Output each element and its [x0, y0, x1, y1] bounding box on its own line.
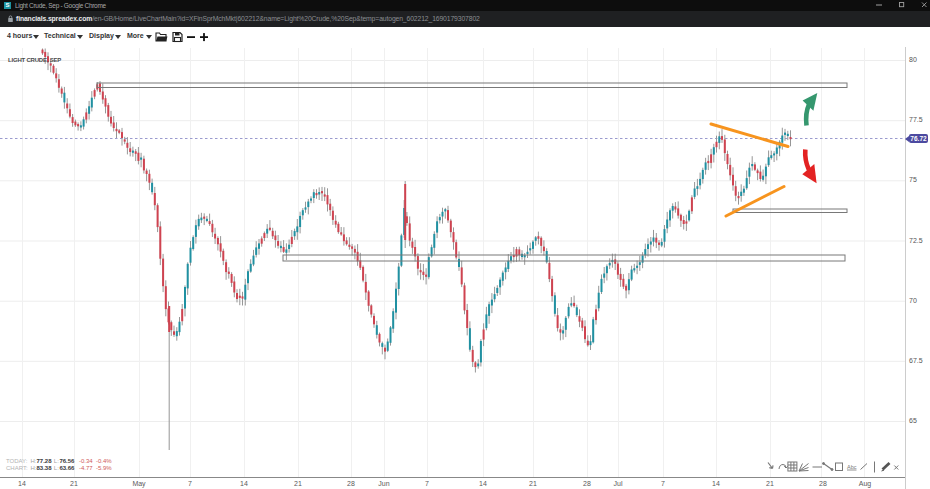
svg-text:Abc: Abc	[847, 464, 857, 470]
